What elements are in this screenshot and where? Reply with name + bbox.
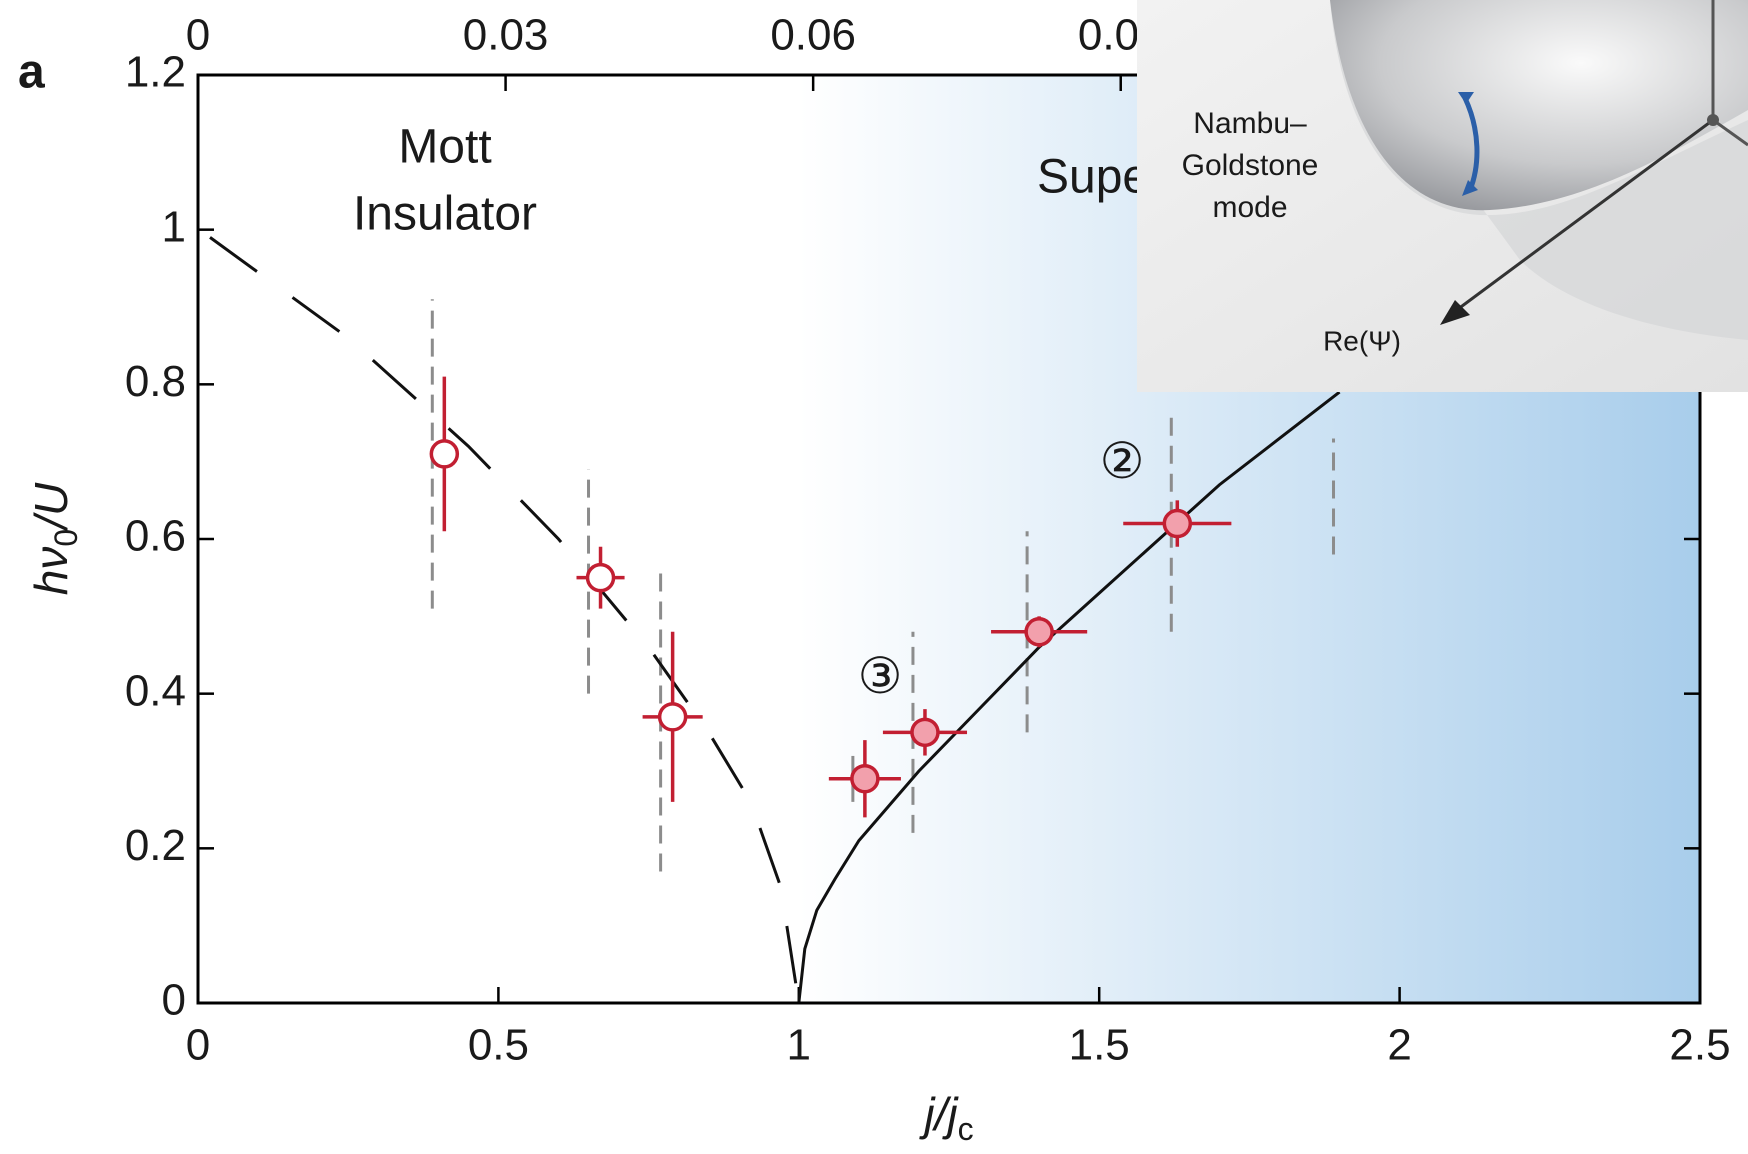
region-label: Insulator: [353, 188, 537, 241]
inset-label: mode: [1212, 191, 1287, 224]
annotation: ②: [1100, 433, 1145, 489]
arrow-head: [1440, 300, 1470, 325]
theory-curve: [797, 390, 1341, 1004]
inset-axis-label: Re(Ψ): [1323, 325, 1401, 356]
axis-line: [1712, 118, 1748, 147]
panel-label: a: [18, 46, 45, 99]
x2-tick-label: 0.03: [463, 11, 549, 60]
label-part: hν: [25, 547, 77, 596]
bowl: [1330, 0, 1748, 211]
y-axis-label: hν0/U: [25, 482, 84, 595]
data-point: [429, 439, 460, 469]
inset: Nambu– Goldstone mode Re(Ψ): [1137, 0, 1748, 392]
x-axis-label: j/jc: [918, 1088, 973, 1147]
x-tick-label: 0: [186, 1021, 210, 1070]
inset-label: Goldstone: [1182, 149, 1319, 182]
region-label: Mott: [398, 121, 491, 174]
mode-arrow-head: [1458, 92, 1474, 104]
y-tick-label: 0.6: [125, 512, 186, 561]
label-part: 0: [48, 529, 84, 547]
plot-frame: [196, 73, 1702, 1005]
x-tick-label: 1.5: [1069, 1021, 1130, 1070]
data-point: [910, 717, 940, 748]
y-tick-label: 0.4: [125, 666, 186, 715]
y-tick-label: 0.8: [125, 357, 186, 406]
data-point: [585, 562, 616, 593]
inset-label: Nambu–: [1193, 107, 1307, 140]
mode-arrow-head: [1462, 180, 1478, 196]
label-part: /U: [25, 482, 77, 532]
data-point: [850, 763, 880, 794]
label-part: c: [958, 1111, 974, 1147]
x-tick-label: 2: [1387, 1021, 1411, 1070]
axis-line: [1449, 118, 1714, 317]
x2-tick-label: 0.06: [770, 11, 856, 60]
y-tick-label: 0: [162, 976, 186, 1025]
x-tick-label: 2.5: [1669, 1021, 1730, 1070]
y-tick-label: 1: [162, 202, 186, 251]
x-tick-label: 0.5: [468, 1021, 529, 1070]
data-point: [1024, 617, 1054, 647]
label-part: j/j: [918, 1088, 959, 1140]
mode-arrow: [1462, 96, 1480, 191]
theory-curve: [209, 236, 801, 1004]
surface: [1330, 0, 1748, 340]
y-tick-label: 1.2: [125, 48, 186, 97]
x2-tick-label: 0: [186, 11, 210, 60]
x-tick-label: 1: [787, 1021, 811, 1070]
data-point: [657, 702, 688, 732]
annotation: ③: [858, 648, 903, 704]
data-point: [1162, 508, 1193, 539]
origin: [1707, 114, 1719, 126]
y-tick-label: 0.2: [125, 821, 186, 870]
